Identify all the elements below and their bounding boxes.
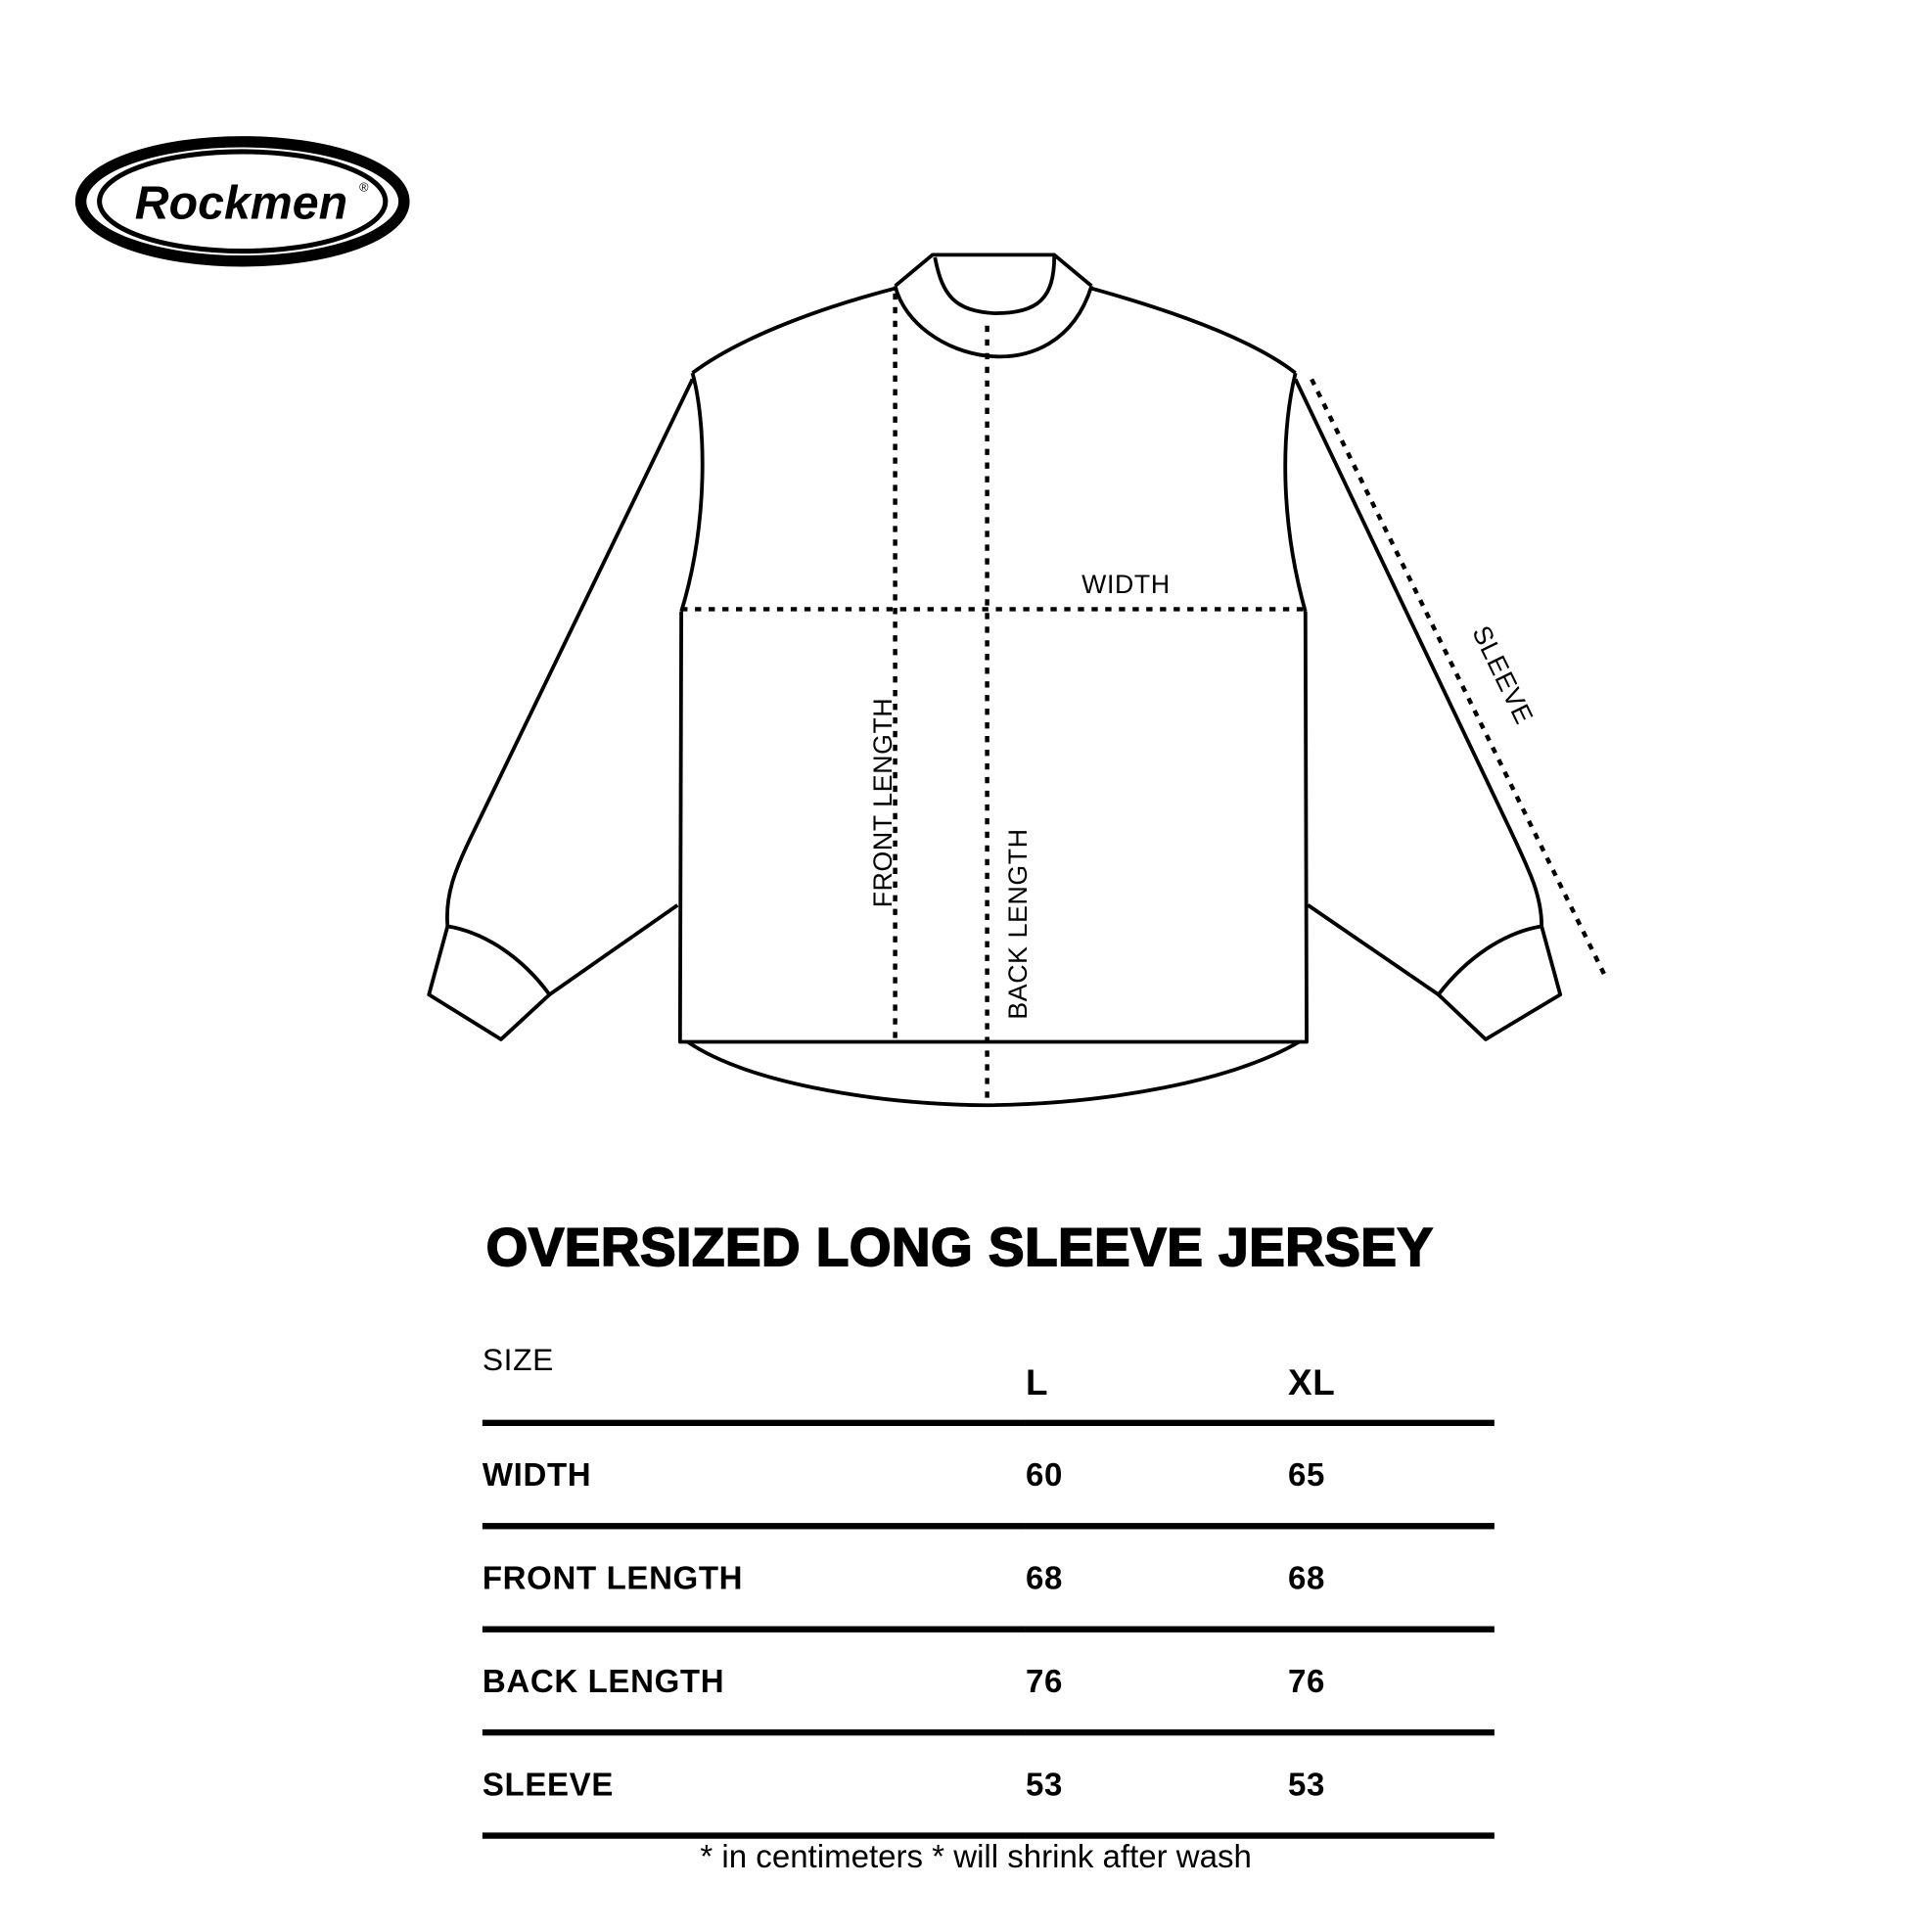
row-label: FRONT LENGTH	[482, 1558, 744, 1596]
table-row: WIDTH 60 65	[482, 1423, 1495, 1527]
row-label: SLEEVE	[482, 1765, 614, 1803]
row-label: WIDTH	[482, 1454, 592, 1493]
cell-xl: 76	[1287, 1661, 1326, 1699]
svg-text:Rockmen: Rockmen	[135, 177, 347, 230]
jersey-outline	[427, 253, 1563, 1108]
cell-xl: 53	[1287, 1765, 1326, 1803]
product-title: OVERSIZED LONG SLEEVE JERSEY	[485, 1218, 1434, 1279]
cell-l: 60	[1025, 1454, 1063, 1493]
cell-xl: 68	[1287, 1558, 1326, 1596]
width-label: WIDTH	[1081, 571, 1171, 600]
size-l-header: L	[1025, 1363, 1049, 1404]
table-row: SLEEVE 53 53	[482, 1732, 1495, 1836]
rockmen-logo: Rockmen ®	[74, 136, 410, 267]
cell-xl: 65	[1287, 1454, 1326, 1493]
size-header: SIZE	[482, 1342, 555, 1378]
measurement-lines	[681, 293, 1607, 1104]
cell-l: 76	[1025, 1661, 1063, 1699]
table-header: SIZE L XL	[482, 1333, 1495, 1423]
svg-text:®: ®	[359, 181, 369, 195]
table-row: FRONT LENGTH 68 68	[482, 1526, 1495, 1630]
row-label: BACK LENGTH	[482, 1661, 725, 1699]
size-table: SIZE L XL WIDTH 60 65 FRONT LENGTH 68 68…	[482, 1333, 1495, 1839]
footnote: * in centimeters * will shrink after was…	[700, 1837, 1252, 1875]
cell-l: 53	[1025, 1765, 1063, 1803]
cell-l: 68	[1025, 1558, 1063, 1596]
table-row: BACK LENGTH 76 76	[482, 1630, 1495, 1733]
size-xl-header: XL	[1287, 1363, 1336, 1404]
back-length-label: BACK LENGTH	[1004, 828, 1034, 1020]
front-length-label: FRONT LENGTH	[868, 697, 898, 908]
